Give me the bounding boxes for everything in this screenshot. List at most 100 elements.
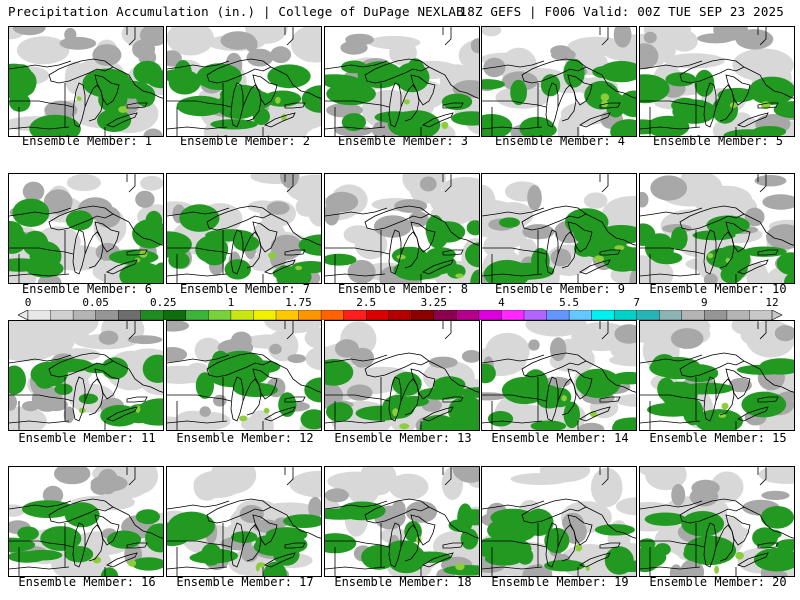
colorbar-tick-label: 0.25 xyxy=(150,296,177,309)
geographic-boundary xyxy=(757,249,779,256)
precip-contour xyxy=(746,262,769,283)
precip-contour xyxy=(703,273,718,283)
precip-contour xyxy=(113,80,151,99)
precip-contour xyxy=(263,407,270,414)
precip-contour xyxy=(551,48,576,61)
colorbar-segment xyxy=(320,310,345,320)
geographic-boundary xyxy=(482,394,547,402)
geographic-boundary xyxy=(545,229,559,275)
colorbar-segment xyxy=(726,310,750,320)
geographic-boundary xyxy=(9,540,74,548)
geographic-boundary xyxy=(679,498,745,524)
geographic-boundary xyxy=(364,205,430,231)
geographic-boundary xyxy=(242,524,262,562)
ensemble-member-map xyxy=(639,466,795,577)
geographic-boundary xyxy=(264,552,296,568)
geographic-boundary xyxy=(545,82,559,128)
ensemble-member-map xyxy=(8,26,164,137)
precip-contour xyxy=(167,522,191,547)
precip-contour xyxy=(341,113,366,132)
ensemble-member-label: Ensemble Member: 2 xyxy=(179,134,311,148)
precip-contour xyxy=(602,245,636,272)
precip-contour xyxy=(196,63,242,91)
geographic-boundary xyxy=(106,259,138,275)
colorbar-tick-label: 0.05 xyxy=(82,296,109,309)
geographic-boundary xyxy=(325,500,388,510)
geographic-boundary xyxy=(703,229,717,275)
geographic-boundary xyxy=(242,84,262,122)
geographic-boundary xyxy=(48,498,114,524)
ensemble-member-label: Ensemble Member: 3 xyxy=(337,134,469,148)
precip-contour xyxy=(487,411,514,427)
precip-contour xyxy=(683,545,711,562)
colorbar-segment xyxy=(478,310,502,320)
precip-contour xyxy=(455,562,465,571)
precip-contour xyxy=(725,257,731,263)
precip-contour xyxy=(326,402,353,422)
precip-contour xyxy=(304,377,321,403)
ensemble-member-label: Ensemble Member: 4 xyxy=(494,134,626,148)
precip-contour xyxy=(487,517,537,543)
precip-contour xyxy=(654,543,671,556)
colorbar-segment xyxy=(456,310,480,320)
precip-contour xyxy=(784,272,794,283)
precip-contour xyxy=(405,252,457,276)
precip-contour xyxy=(601,99,608,108)
geographic-boundary xyxy=(364,498,430,524)
geographic-boundary xyxy=(759,174,767,193)
precip-contour xyxy=(63,406,75,424)
precip-contour xyxy=(732,48,794,82)
ensemble-member-map xyxy=(324,173,480,284)
precip-contour xyxy=(470,38,479,54)
precip-contour xyxy=(263,90,302,107)
precip-contour xyxy=(425,215,445,245)
colorbar-segment xyxy=(253,310,277,320)
precip-contour xyxy=(195,372,214,399)
geographic-boundary xyxy=(737,552,769,568)
precip-contour xyxy=(59,36,97,50)
precip-contour xyxy=(135,509,160,525)
geographic-boundary xyxy=(106,406,138,422)
colorbar-segment xyxy=(140,310,164,320)
precip-contour xyxy=(289,470,321,498)
ensemble-member-label: Ensemble Member: 10 xyxy=(649,282,787,296)
geographic-boundary xyxy=(72,82,86,128)
ensemble-member-label: Ensemble Member: 17 xyxy=(176,575,314,589)
ensemble-member-label: Ensemble Member: 20 xyxy=(649,575,787,589)
precip-contour xyxy=(388,473,429,500)
precip-contour xyxy=(64,546,94,563)
precip-contour xyxy=(695,409,743,430)
geographic-boundary xyxy=(84,84,104,122)
geographic-boundary xyxy=(84,524,104,562)
geographic-boundary xyxy=(364,58,430,84)
geographic-boundary xyxy=(106,112,138,128)
geographic-boundary xyxy=(737,259,769,275)
precip-contour xyxy=(246,48,274,67)
precip-map xyxy=(9,321,163,430)
ensemble-member-map xyxy=(166,466,322,577)
precip-contour xyxy=(167,321,190,332)
precip-contour xyxy=(525,321,587,337)
ensemble-member-map xyxy=(166,173,322,284)
precip-contour xyxy=(239,505,264,523)
geographic-boundary xyxy=(422,259,454,275)
precip-map xyxy=(482,174,636,283)
precip-map xyxy=(167,467,321,576)
geographic-boundary xyxy=(757,542,779,549)
colorbar-segment xyxy=(343,310,367,320)
precip-contour xyxy=(66,174,101,192)
precip-contour xyxy=(133,60,162,84)
precip-contour xyxy=(189,551,234,564)
precip-contour xyxy=(101,357,129,380)
precip-contour xyxy=(65,210,94,231)
precip-contour xyxy=(706,215,750,235)
geographic-boundary xyxy=(126,542,148,549)
precip-contour xyxy=(304,327,321,349)
precip-contour xyxy=(90,474,128,492)
geographic-boundary xyxy=(167,354,230,364)
ensemble-member-label: Ensemble Member: 19 xyxy=(491,575,629,589)
geographic-boundary xyxy=(270,360,321,393)
geographic-boundary xyxy=(545,376,559,422)
precip-contour xyxy=(373,215,412,238)
geographic-boundary xyxy=(284,396,306,403)
